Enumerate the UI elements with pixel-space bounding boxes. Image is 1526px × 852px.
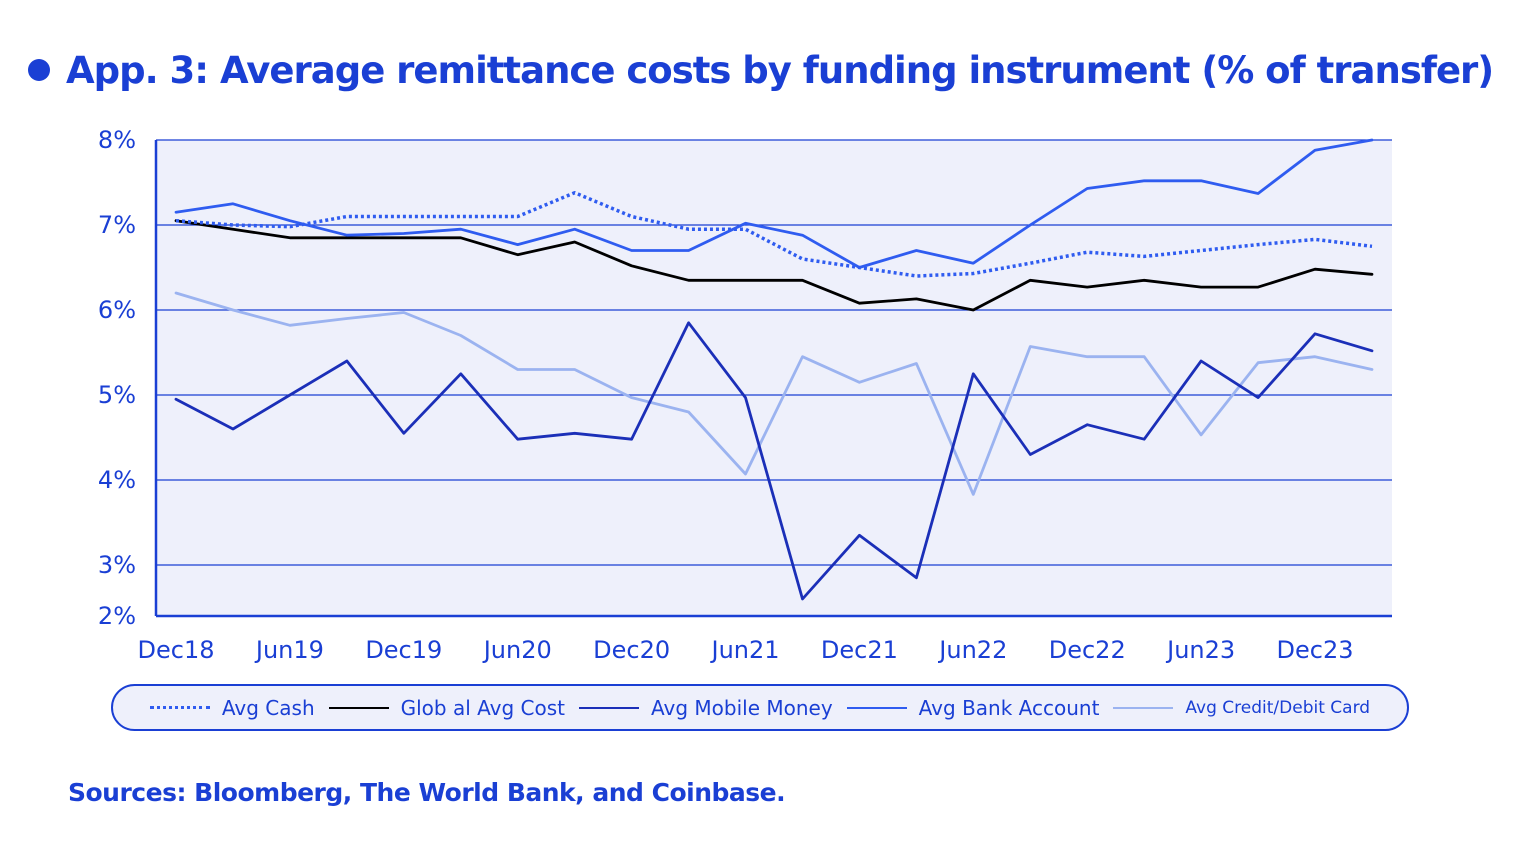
series-line-glob-al-avg-cost: [174, 219, 1374, 312]
legend-label: Glob al Avg Cost: [400, 695, 565, 720]
x-tick-label: Dec22: [1049, 636, 1126, 664]
y-tick-label: 4%: [98, 466, 136, 494]
legend-label: Avg Credit/Debit Card: [1185, 697, 1371, 718]
series-line-avg-credit-debit-card: [174, 291, 1374, 496]
legend-label: Avg Bank Account: [918, 695, 1100, 720]
legend-swatch: [846, 706, 907, 709]
legend-item: Avg Credit/Debit Card: [1113, 698, 1370, 718]
y-tick-label: 6%: [98, 296, 136, 324]
plot-area: [156, 140, 1392, 616]
y-tick-label: 7%: [98, 211, 136, 239]
source-note: Sources: Bloomberg, The World Bank, and …: [68, 778, 786, 807]
x-tick-label: Dec23: [1277, 636, 1354, 664]
x-tick-label: Dec20: [593, 636, 670, 664]
legend-swatch: [328, 706, 389, 709]
x-tick-label: Jun21: [710, 636, 780, 664]
legend-label: Avg Mobile Money: [651, 695, 833, 720]
x-tick-label: Dec19: [365, 636, 442, 664]
chart-legend: Avg Cash Glob al Avg Cost Avg Mobile Money…: [111, 684, 1409, 731]
x-tick-label: Jun22: [937, 636, 1007, 664]
y-tick-label: 2%: [98, 602, 136, 630]
legend-swatch: [579, 706, 639, 709]
legend-item: Avg Cash: [149, 695, 315, 720]
legend-item: Avg Mobile Money: [579, 696, 833, 720]
y-tick-label: 3%: [98, 551, 136, 579]
chart-title-row: App. 3: Average remittance costs by fund…: [28, 40, 1494, 100]
line-chart: 8% 7% 6% 5% 4% 3% 2%Dec18 Jun19 Dec19 Jun20 Dec20 J…: [98, 126, 1392, 664]
legend-swatch: [1113, 706, 1174, 709]
x-tick-label: Jun19: [254, 636, 324, 664]
legend-label: Avg Cash: [221, 695, 315, 720]
legend-swatch: [149, 706, 210, 709]
y-tick-label: 5%: [98, 381, 136, 409]
series-line-avg-mobile-money: [174, 321, 1374, 601]
chart-title: App. 3: Average remittance costs by fund…: [66, 48, 1494, 92]
legend-item: Avg Bank Account: [846, 695, 1100, 720]
series-line-avg-bank-account: [174, 138, 1374, 269]
x-tick-label: Jun23: [1165, 636, 1235, 664]
title-bullet-icon: [28, 59, 50, 81]
x-tick-label: Dec18: [138, 636, 215, 664]
x-tick-label: Dec21: [821, 636, 898, 664]
series-line-avg-cash: [175, 190, 1373, 278]
x-tick-label: Jun20: [482, 636, 552, 664]
legend-item: Glob al Avg Cost: [328, 695, 565, 720]
y-tick-label: 8%: [98, 126, 136, 154]
